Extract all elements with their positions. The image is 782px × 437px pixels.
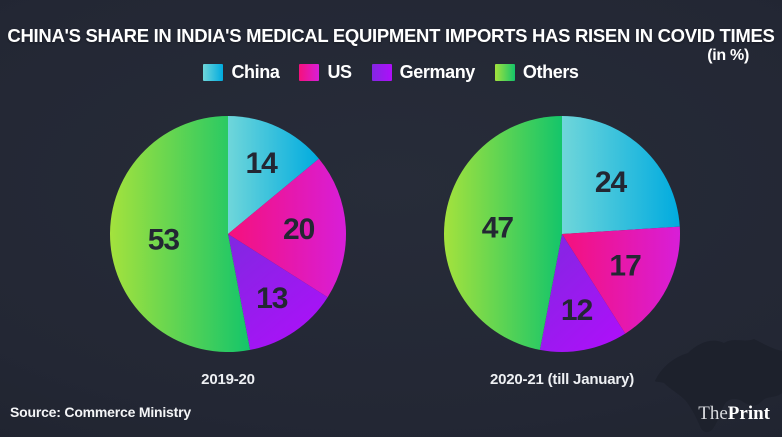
legend-swatch-others <box>494 64 515 81</box>
pie-slice-us <box>228 158 347 298</box>
legend: China US Germany Others <box>0 62 782 83</box>
pie-caption-2020-21: 2020-21 (till January) <box>489 371 634 388</box>
pie-slice-germany <box>228 234 328 350</box>
chart-title: CHINA'S SHARE IN INDIA'S MEDICAL EQUIPME… <box>7 25 775 46</box>
legend-label: Germany <box>399 62 476 82</box>
pie-caption-2019-20: 2019-20 <box>201 371 255 388</box>
theprint-logo-print: Print <box>727 403 770 424</box>
pie-slice-china <box>562 116 680 234</box>
pie-chart-2020-21: 24 17 12 47 <box>444 116 681 353</box>
asia-map-silhouette-icon <box>655 339 782 433</box>
theprint-logo-the: The <box>698 403 728 424</box>
legend-label: Others <box>522 62 579 82</box>
pie-value-label-china: 24 <box>595 166 628 199</box>
source-note: Source: Commerce Ministry <box>10 404 191 420</box>
pie-value-label-china: 14 <box>246 147 279 180</box>
pie-value-label-germany: 12 <box>561 294 593 327</box>
pie-value-label-germany: 13 <box>256 282 288 315</box>
theprint-logo: ThePrint <box>698 403 770 425</box>
legend-label: China <box>231 62 280 82</box>
legend-item-us: US <box>299 62 352 83</box>
unit-note: (in %) <box>707 47 749 64</box>
legend-item-others: Others <box>494 62 579 83</box>
pie-slice-china <box>228 116 319 234</box>
legend-item-china: China <box>203 62 280 83</box>
legend-swatch-us <box>299 64 320 81</box>
pie-value-label-others: 47 <box>482 211 514 244</box>
pie-value-label-others: 53 <box>148 224 180 257</box>
legend-label: US <box>327 62 352 82</box>
legend-swatch-china <box>203 64 224 81</box>
pie-slice-us <box>562 226 681 334</box>
pie-slice-others <box>109 116 251 352</box>
pie-slice-germany <box>539 234 626 353</box>
legend-swatch-germany <box>371 64 392 81</box>
pie-slice-others <box>444 116 562 350</box>
pie-value-label-us: 20 <box>283 213 315 246</box>
pie-value-label-us: 17 <box>609 250 641 283</box>
legend-item-germany: Germany <box>371 62 476 83</box>
